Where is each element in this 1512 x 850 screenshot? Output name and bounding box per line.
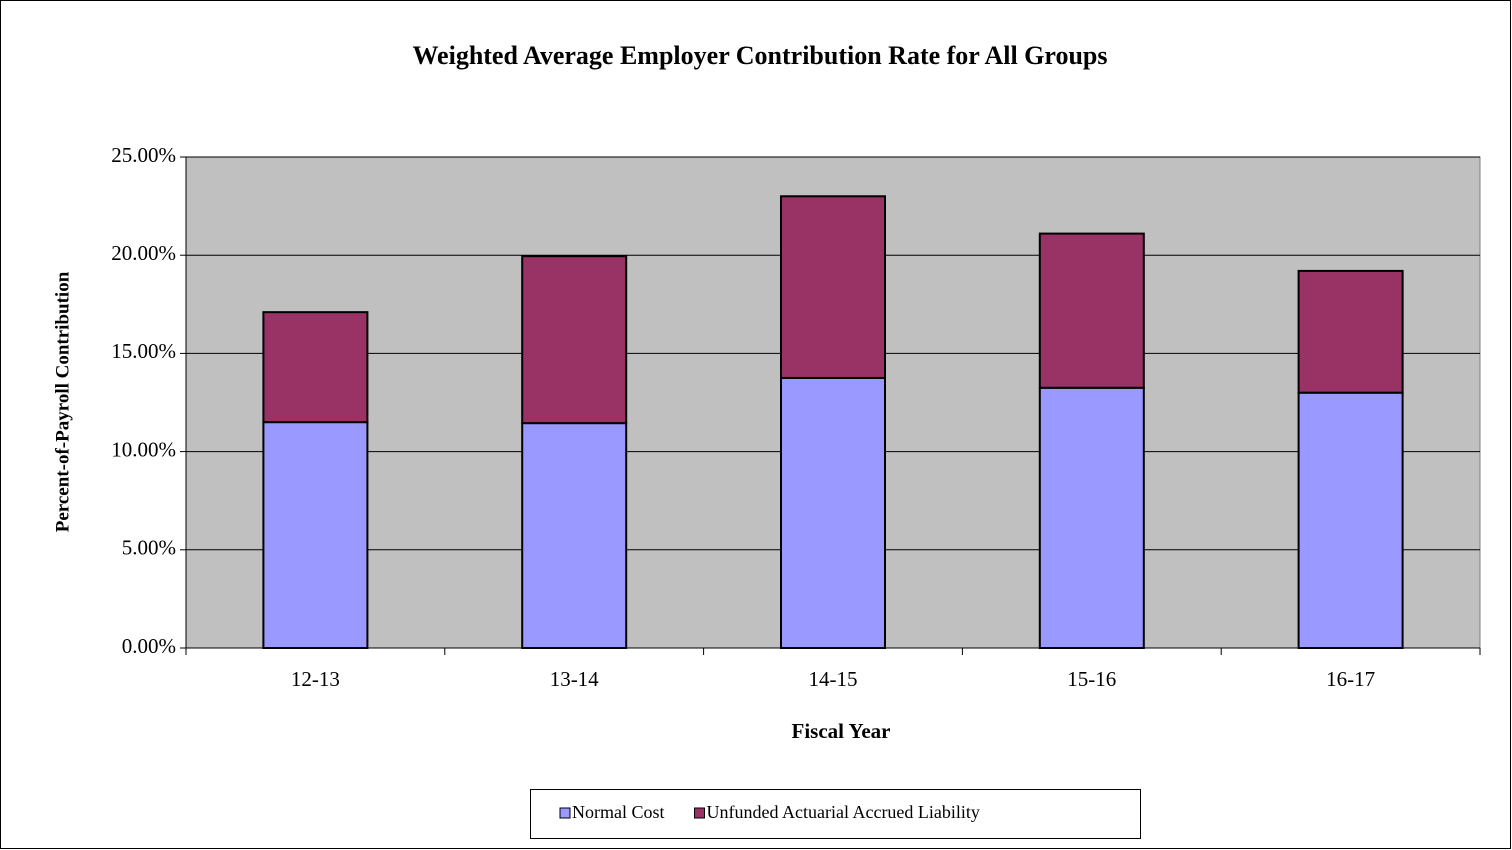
y-tick-label: 20.00%: [111, 241, 176, 265]
bar-segment: [780, 376, 886, 649]
y-tick-label: 0.00%: [122, 634, 176, 658]
legend-label: Normal Cost: [572, 802, 665, 822]
legend-swatch: [694, 807, 705, 819]
y-axis-label: Percent-of-Payroll Contribution: [52, 271, 73, 532]
y-tick-label: 25.00%: [111, 143, 176, 167]
x-tick-label: 15-16: [1067, 667, 1116, 691]
legend-label: Unfunded Actuarial Accrued Liability: [707, 802, 980, 822]
bar-segment: [1297, 269, 1404, 394]
y-tick-label: 15.00%: [111, 339, 176, 363]
x-tick-label: 14-15: [809, 667, 858, 691]
legend: Normal Cost Unfunded Actuarial Accrued Li…: [530, 789, 1141, 839]
legend-swatch: [559, 807, 571, 819]
y-tick-label: 10.00%: [111, 437, 176, 461]
chart-title: Weighted Average Employer Contribution R…: [412, 41, 1107, 70]
bar-segment: [521, 255, 628, 425]
x-axis-label: Fiscal Year: [792, 719, 891, 743]
bar-segment: [262, 311, 369, 424]
bar-segment: [521, 422, 628, 650]
bar-segment: [1038, 386, 1145, 649]
x-tick-label: 13-14: [550, 667, 599, 691]
bar-segment: [1297, 391, 1404, 649]
bar-segment: [262, 421, 369, 650]
bar-segment: [780, 195, 886, 379]
legend-box: [530, 789, 1141, 839]
y-tick-label: 5.00%: [122, 536, 176, 560]
bar-segment: [1038, 232, 1145, 389]
x-tick-label: 16-17: [1326, 667, 1375, 691]
x-tick-label: 12-13: [291, 667, 340, 691]
